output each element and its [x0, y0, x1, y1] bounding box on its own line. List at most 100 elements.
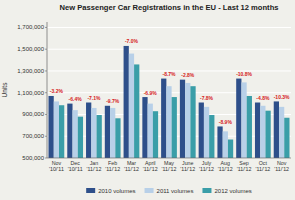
x-tick-label-line: Feb [108, 160, 117, 166]
x-tick-label-line: '11/'12 [255, 166, 270, 172]
bar [97, 115, 102, 158]
page: {"chart_data": { "type": "bar", "title":… [0, 0, 295, 200]
legend-swatch [202, 188, 211, 193]
bar [172, 97, 177, 158]
x-tick-label: June'11/'12 [180, 160, 195, 172]
annotation: -2.8% [181, 72, 195, 78]
x-tick-label-line: Nov [52, 160, 62, 166]
bar [284, 118, 289, 158]
y-tick-label: 1,300,000 [17, 68, 44, 74]
x-tick-label-line: Aug [221, 160, 230, 166]
bar [274, 101, 279, 158]
bar [166, 86, 171, 158]
x-tick-label: Aug'11/'12 [218, 160, 233, 172]
bar [204, 107, 209, 158]
bar [199, 103, 204, 158]
x-tick-label-line: '11/'12 [274, 166, 289, 172]
bar [247, 96, 252, 158]
x-tick-label-line: '11/'12 [199, 166, 214, 172]
bar [49, 96, 54, 158]
x-tick-label-line: Sep [239, 160, 248, 166]
x-tick-label: April'11/'12 [143, 160, 158, 172]
bar [241, 82, 246, 158]
bar [86, 103, 91, 158]
bar [185, 83, 190, 158]
legend-swatch [86, 188, 95, 193]
x-tick-label: Jan'11/'12 [86, 160, 101, 172]
x-tick-label-line: Dec [70, 160, 80, 166]
bar [228, 140, 233, 158]
bar [223, 131, 228, 158]
x-tick-label: Feb'11/'12 [105, 160, 120, 172]
y-axis-line [47, 22, 48, 158]
bar [91, 108, 96, 158]
bar [279, 107, 284, 158]
annotation: -4.8% [256, 95, 270, 101]
x-tick-label-line: '11/'12 [124, 166, 139, 172]
bar [59, 105, 64, 158]
annotation: -8.9% [219, 119, 233, 125]
bar [209, 115, 214, 158]
bar [161, 79, 166, 158]
x-tick-label: Nov'10/'11 [49, 160, 64, 172]
y-tick-label: 500,000 [22, 155, 44, 161]
x-tick-label-line: '11/'12 [162, 166, 177, 172]
legend: 2010 volumes 2011 volumes 2012 volumes [86, 188, 252, 194]
bar [134, 64, 139, 158]
bar [54, 101, 59, 158]
bar [124, 46, 129, 158]
x-tick-label-line: Mar [127, 160, 136, 166]
annotation: -7.1% [87, 95, 101, 101]
bar [265, 111, 270, 158]
bar [129, 54, 134, 158]
background [0, 0, 295, 200]
bar [260, 106, 265, 158]
annotation: -6.9% [144, 90, 158, 96]
annotation: -8.7% [162, 71, 176, 77]
x-tick-label-line: Oct [259, 160, 268, 166]
legend-swatch [145, 188, 154, 193]
grid [47, 27, 291, 158]
x-tick-label: July'11/'12 [199, 160, 214, 172]
bar [190, 86, 195, 158]
x-tick-label-line: Jan [90, 160, 99, 166]
annotation: -9.7% [106, 98, 120, 104]
annotation: -7.8% [200, 95, 214, 101]
x-tick-label-line: '10/'11 [68, 166, 83, 172]
annotations: -3.2%-6.4%-7.1%-9.7%-7.0%-6.9%-8.7%-2.8%… [50, 38, 290, 125]
title: New Passenger Car Registrations in the E… [59, 3, 278, 12]
bar [67, 104, 72, 158]
grid-line [47, 27, 291, 28]
x-tick-label: May'11/'12 [162, 160, 177, 172]
x-tick-label-line: May [164, 160, 174, 166]
bar [115, 118, 120, 158]
bars [49, 46, 290, 158]
legend-label: 2011 volumes [157, 188, 194, 194]
x-tick-label: Mar'11/'12 [124, 160, 139, 172]
bar [110, 108, 115, 158]
annotation: -10.8% [236, 71, 252, 77]
x-axis: Nov'10/'11Dec'10/'11Jan'11/'12Feb'11/'12… [49, 160, 289, 172]
bar [217, 126, 222, 158]
legend-label: 2010 volumes [98, 188, 135, 194]
x-tick-label: Sep'11/'12 [237, 160, 252, 172]
grid-line [47, 158, 291, 159]
legend-label: 2012 volumes [214, 188, 251, 194]
bar [153, 111, 158, 158]
annotation: -7.0% [125, 38, 139, 44]
y-tick-label: 1,500,000 [17, 46, 44, 52]
y-tick-label: 1,700,000 [17, 24, 44, 30]
y-tick-label: 900,000 [22, 111, 44, 117]
annotation: -10.3% [274, 94, 290, 100]
bar [255, 103, 260, 158]
x-tick-label-line: '11/'12 [105, 166, 120, 172]
bar [78, 117, 83, 158]
x-tick-label: Oct'11/'12 [255, 160, 270, 172]
y-axis-label: Units [1, 82, 8, 98]
x-tick-label-line: '11/'12 [143, 166, 158, 172]
bar [180, 80, 185, 158]
x-tick-label-line: July [202, 160, 212, 166]
x-tick-label-line: '11/'12 [86, 166, 101, 172]
x-tick-label: Dec'10/'11 [68, 160, 83, 172]
x-axis-line [47, 158, 291, 159]
